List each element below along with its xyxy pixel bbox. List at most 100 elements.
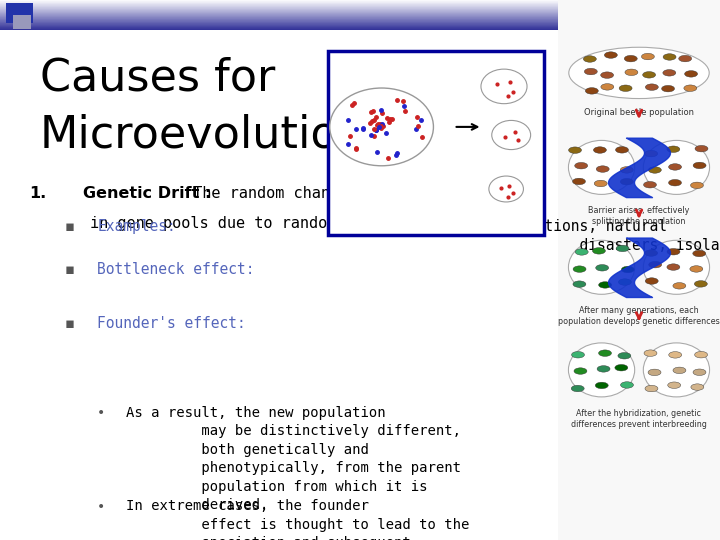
Text: Genetic Drift :: Genetic Drift : [83, 186, 211, 201]
Ellipse shape [569, 343, 635, 397]
Ellipse shape [644, 343, 710, 397]
Ellipse shape [598, 350, 611, 356]
Ellipse shape [648, 369, 661, 376]
Ellipse shape [644, 181, 657, 188]
Ellipse shape [569, 147, 582, 153]
Ellipse shape [624, 56, 637, 62]
Text: Founder's effect:: Founder's effect: [97, 316, 246, 331]
Ellipse shape [693, 162, 706, 168]
Bar [558, 0, 720, 540]
Bar [6, 3, 33, 23]
Text: migrations, natural
          disasters, isolation: migrations, natural disasters, isolation [492, 219, 720, 253]
Text: •: • [97, 500, 105, 514]
Ellipse shape [585, 69, 598, 75]
Ellipse shape [620, 167, 633, 173]
Ellipse shape [667, 382, 680, 388]
Ellipse shape [669, 164, 682, 170]
Ellipse shape [616, 146, 629, 153]
Ellipse shape [618, 353, 631, 359]
Ellipse shape [569, 47, 709, 98]
Text: After the hybridization, genetic
differences prevent interbreeding: After the hybridization, genetic differe… [571, 409, 707, 429]
Ellipse shape [615, 364, 628, 371]
Ellipse shape [601, 84, 614, 90]
Ellipse shape [684, 85, 697, 91]
Text: ▪: ▪ [65, 262, 75, 277]
Ellipse shape [695, 145, 708, 152]
Ellipse shape [667, 248, 680, 255]
Ellipse shape [690, 266, 703, 272]
Ellipse shape [643, 72, 656, 78]
Ellipse shape [693, 250, 706, 256]
Text: Bottleneck effect:: Bottleneck effect: [97, 262, 255, 277]
Ellipse shape [594, 180, 607, 187]
Ellipse shape [597, 366, 610, 372]
Text: ▪: ▪ [65, 219, 75, 234]
Text: 1.: 1. [29, 186, 46, 201]
Ellipse shape [642, 53, 654, 60]
Text: Examples:: Examples: [97, 219, 176, 234]
Bar [13, 15, 31, 29]
Ellipse shape [618, 279, 631, 285]
Text: Microevolution: Microevolution [40, 113, 366, 157]
Ellipse shape [593, 248, 606, 254]
Ellipse shape [571, 385, 584, 392]
Ellipse shape [673, 282, 686, 289]
Ellipse shape [573, 266, 586, 272]
Text: ▪: ▪ [65, 316, 75, 331]
Ellipse shape [621, 178, 634, 185]
Ellipse shape [575, 163, 588, 169]
Ellipse shape [669, 179, 682, 186]
Ellipse shape [572, 178, 585, 185]
Text: After many generations, each
population develops genetic differences: After many generations, each population … [558, 306, 720, 326]
Ellipse shape [662, 85, 675, 92]
Ellipse shape [693, 369, 706, 375]
Ellipse shape [596, 166, 609, 172]
Ellipse shape [691, 384, 704, 390]
Ellipse shape [572, 352, 585, 358]
Ellipse shape [569, 140, 635, 194]
Ellipse shape [644, 150, 657, 157]
Ellipse shape [694, 281, 707, 287]
Text: The random change: The random change [184, 186, 348, 201]
Ellipse shape [644, 350, 657, 356]
Ellipse shape [574, 368, 587, 374]
Ellipse shape [667, 146, 680, 152]
Text: As a result, the new population
         may be distinctively different,
       : As a result, the new population may be d… [126, 406, 461, 512]
Circle shape [489, 176, 523, 202]
Ellipse shape [595, 382, 608, 389]
Ellipse shape [585, 87, 598, 94]
Text: Barrier arises, effectively
splitting the population: Barrier arises, effectively splitting th… [588, 206, 690, 226]
Ellipse shape [569, 240, 635, 294]
Ellipse shape [669, 352, 682, 358]
Ellipse shape [685, 71, 698, 77]
Ellipse shape [645, 386, 658, 392]
Circle shape [330, 88, 433, 166]
Ellipse shape [644, 140, 710, 194]
Ellipse shape [679, 55, 692, 62]
Ellipse shape [644, 250, 657, 256]
Text: In extreme cases, the founder
         effect is thought to lead to the
        : In extreme cases, the founder effect is … [126, 500, 469, 540]
Ellipse shape [619, 85, 632, 91]
Ellipse shape [695, 352, 708, 358]
Ellipse shape [673, 367, 686, 374]
Text: in gene pools due to random events.: in gene pools due to random events. [90, 216, 410, 231]
Ellipse shape [645, 278, 658, 284]
Ellipse shape [663, 53, 676, 60]
Ellipse shape [621, 382, 634, 388]
Ellipse shape [663, 70, 676, 76]
Ellipse shape [575, 249, 588, 255]
Ellipse shape [625, 69, 638, 76]
Ellipse shape [621, 266, 634, 273]
Ellipse shape [593, 147, 606, 153]
Bar [328, 51, 544, 235]
Ellipse shape [644, 240, 710, 294]
Ellipse shape [595, 265, 608, 271]
Circle shape [492, 120, 531, 150]
Ellipse shape [616, 245, 629, 252]
Ellipse shape [649, 167, 662, 173]
Ellipse shape [690, 182, 703, 188]
Ellipse shape [573, 281, 586, 287]
Ellipse shape [667, 264, 680, 271]
Ellipse shape [583, 56, 596, 62]
Ellipse shape [600, 72, 613, 78]
